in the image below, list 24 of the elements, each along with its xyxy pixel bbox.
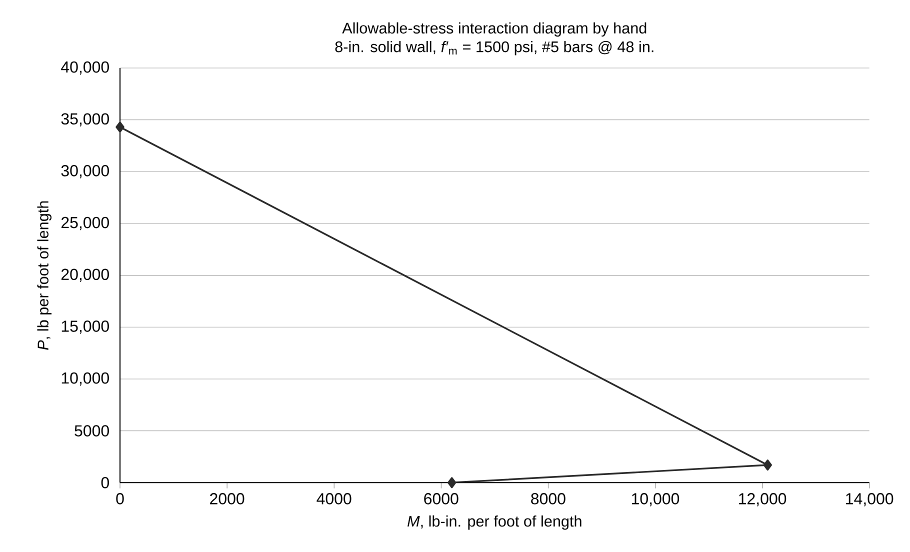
y-tick-label: 0 <box>101 476 109 488</box>
chart-title: Allowable-stress interaction diagram by hand <box>342 22 646 37</box>
y-tick-label: 30,000 <box>61 165 109 178</box>
x-axis-title: M, lb-in. per foot of length <box>408 515 582 530</box>
x-tick-label: 10,000 <box>632 493 680 506</box>
x-tick-label: 2000 <box>210 493 244 504</box>
y-tick-label: 25,000 <box>61 216 109 230</box>
point <box>116 122 124 133</box>
y-tick-label: 35,000 <box>61 113 109 126</box>
x-tick-label: 8000 <box>531 493 566 504</box>
x-tick-label: 4000 <box>316 493 352 504</box>
y-tick-label: 10,000 <box>62 372 109 386</box>
x-tick-label: 14,000 <box>846 493 894 506</box>
y-axis-title: P, lb per foot of length <box>37 201 52 350</box>
y-tick-label: 15,000 <box>62 320 109 334</box>
x-tick-label: 6000 <box>424 493 458 504</box>
point <box>763 459 772 471</box>
chart-subtitle: 8-in. solid wall, f′$_{m}$ = 1500 psi, #5 bars @ 48 in. <box>335 40 654 56</box>
point <box>447 477 456 488</box>
x-tick-label: 12,000 <box>739 493 786 506</box>
y-tick-label: 5000 <box>74 425 109 436</box>
y-tick-label: 40,000 <box>61 61 109 75</box>
y-tick-label: 20,000 <box>61 268 109 282</box>
x-tick-label: 0 <box>116 493 124 504</box>
